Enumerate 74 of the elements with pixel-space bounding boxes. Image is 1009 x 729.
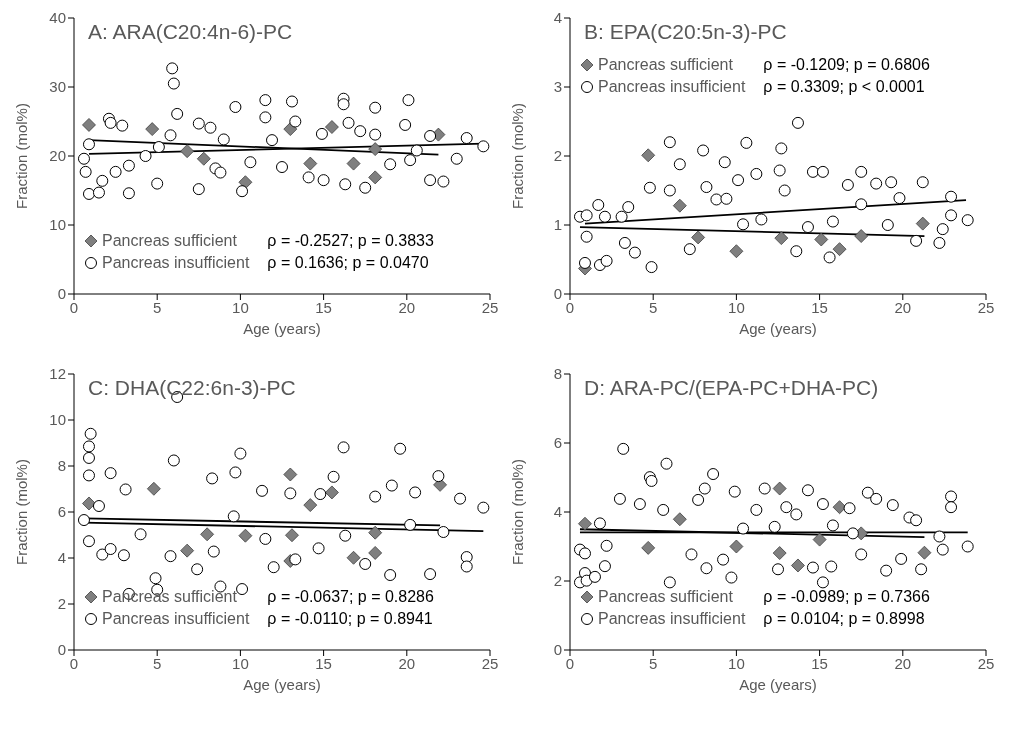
x-tick-label: 10 xyxy=(232,654,249,672)
x-tick-label: 10 xyxy=(728,654,745,672)
y-tick-label: 6 xyxy=(553,434,562,452)
y-tick-label: 10 xyxy=(49,216,66,234)
y-tick-label: 4 xyxy=(553,9,562,27)
annotation: ρ = -0.2527; p = 0.3833 xyxy=(267,232,434,250)
x-tick-label: 25 xyxy=(481,654,499,672)
y-tick-label: 4 xyxy=(553,503,562,521)
y-tick-label: 2 xyxy=(553,147,562,165)
y-tick-label: 2 xyxy=(553,572,562,590)
legend-label: Pancreas sufficient xyxy=(102,588,237,606)
x-tick-label: 25 xyxy=(481,298,499,316)
x-tick-label: 10 xyxy=(232,298,249,316)
x-tick-label: 0 xyxy=(565,654,575,672)
x-tick-label: 0 xyxy=(565,298,575,316)
annotation: ρ = -0.0110; p = 0.8941 xyxy=(267,610,434,628)
y-axis-title: Fraction (mol%) xyxy=(13,103,31,209)
legend-label: Pancreas insufficient xyxy=(102,254,250,272)
x-tick-label: 25 xyxy=(977,654,995,672)
x-tick-label: 10 xyxy=(728,298,745,316)
x-tick-label: 5 xyxy=(153,654,162,672)
chart-title: C: DHA(C22:6n-3)-PC xyxy=(88,376,296,400)
y-tick-label: 0 xyxy=(553,285,562,303)
x-tick-label: 0 xyxy=(69,654,79,672)
x-tick-label: 15 xyxy=(811,298,828,316)
x-axis-title: Age (years) xyxy=(243,320,321,337)
annotation: ρ = -0.1209; p = 0.6806 xyxy=(763,56,930,74)
chart-title: D: ARA-PC/(EPA-PC+DHA-PC) xyxy=(584,376,879,400)
legend-label: Pancreas sufficient xyxy=(598,56,733,74)
x-tick-label: 15 xyxy=(315,654,332,672)
y-tick-label: 2 xyxy=(57,595,66,613)
y-axis-title: Fraction (mol%) xyxy=(509,103,527,209)
x-tick-label: 20 xyxy=(894,654,912,672)
legend-label: Pancreas sufficient xyxy=(102,232,237,250)
x-axis-title: Age (years) xyxy=(243,676,321,693)
x-tick-label: 5 xyxy=(153,298,162,316)
chart-title: B: EPA(C20:5n-3)-PC xyxy=(584,20,787,44)
legend-label: Pancreas insufficient xyxy=(598,610,746,628)
y-tick-label: 10 xyxy=(49,411,66,429)
annotation: ρ = 0.1636; p = 0.0470 xyxy=(267,254,430,272)
y-tick-label: 8 xyxy=(57,457,66,475)
annotation: ρ = -0.0989; p = 0.7366 xyxy=(763,588,930,606)
annotation: ρ = 0.0104; p = 0.8998 xyxy=(763,610,926,628)
chart-title: A: ARA(C20:4n-6)-PC xyxy=(88,20,293,44)
y-tick-label: 6 xyxy=(57,503,66,521)
y-tick-label: 12 xyxy=(49,365,66,383)
x-tick-label: 0 xyxy=(69,298,79,316)
x-axis-title: Age (years) xyxy=(739,320,817,337)
x-tick-label: 20 xyxy=(894,298,912,316)
y-tick-label: 8 xyxy=(553,365,562,383)
x-tick-label: 5 xyxy=(649,298,658,316)
y-tick-label: 0 xyxy=(553,641,562,659)
x-tick-label: 20 xyxy=(398,654,416,672)
y-tick-label: 0 xyxy=(57,285,66,303)
annotation: ρ = -0.0637; p = 0.8286 xyxy=(267,588,434,606)
y-tick-label: 1 xyxy=(553,216,562,234)
x-tick-label: 5 xyxy=(649,654,658,672)
x-tick-label: 25 xyxy=(977,298,995,316)
x-tick-label: 20 xyxy=(398,298,416,316)
y-tick-label: 0 xyxy=(57,641,66,659)
y-tick-label: 40 xyxy=(49,9,66,27)
y-tick-label: 3 xyxy=(553,78,562,96)
y-tick-label: 4 xyxy=(57,549,66,567)
x-axis-title: Age (years) xyxy=(739,676,817,693)
x-tick-label: 15 xyxy=(315,298,332,316)
legend-label: Pancreas insufficient xyxy=(598,78,746,96)
y-tick-label: 30 xyxy=(49,78,66,96)
legend-label: Pancreas insufficient xyxy=(102,610,250,628)
annotation: ρ = 0.3309; p < 0.0001 xyxy=(763,78,926,96)
x-tick-label: 15 xyxy=(811,654,828,672)
legend-label: Pancreas sufficient xyxy=(598,588,733,606)
y-axis-title: Fraction (mol%) xyxy=(13,459,31,565)
y-axis-title: Fraction (mol%) xyxy=(509,459,527,565)
y-tick-label: 20 xyxy=(49,147,66,165)
